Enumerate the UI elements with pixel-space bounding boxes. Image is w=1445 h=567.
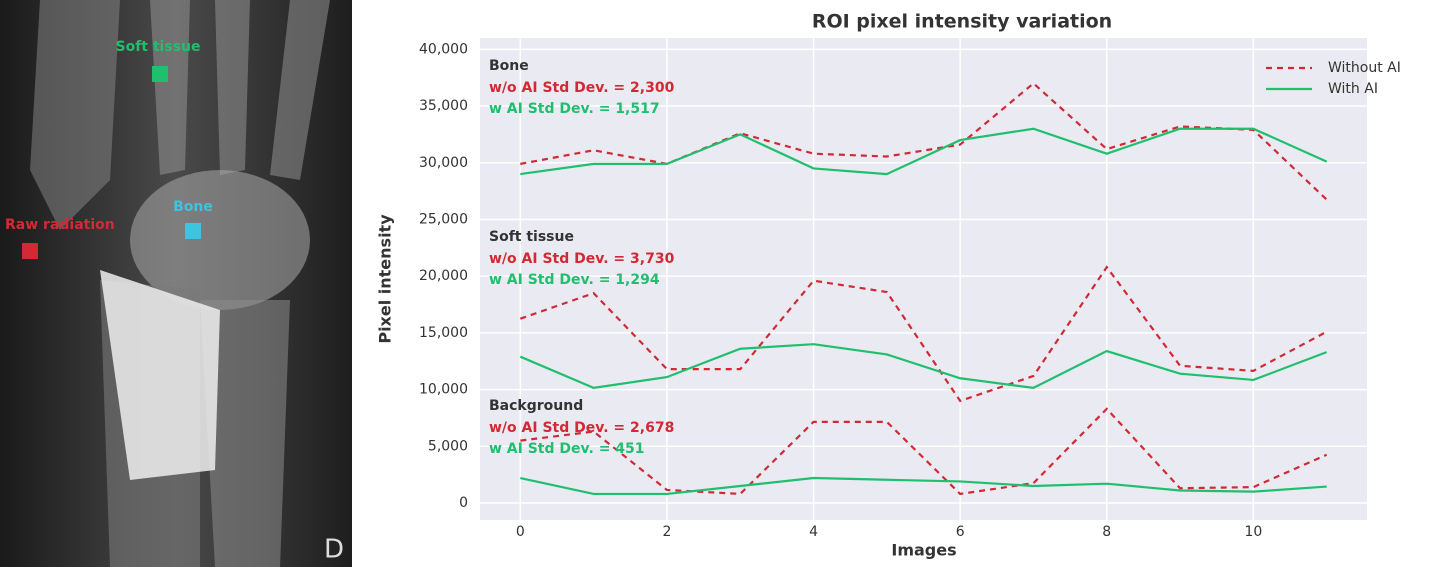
x-tick-label: 2: [662, 524, 671, 540]
y-tick-label: 5,000: [428, 438, 468, 454]
annotation-with: w AI Std Dev. = 1,517: [489, 101, 660, 117]
y-tick-label: 30,000: [419, 155, 468, 171]
annotation-without: w/o AI Std Dev. = 2,300: [489, 80, 675, 96]
page: D Soft tissue Bone Raw radiation ROI pix…: [0, 0, 1445, 567]
svg-text:D: D: [324, 535, 344, 565]
image-label: Soft tissue: [116, 39, 201, 55]
x-tick-label: 10: [1244, 524, 1262, 540]
annotation-group: Bone: [489, 58, 529, 74]
annotation-group: Soft tissue: [489, 229, 574, 245]
y-tick-label: 20,000: [419, 268, 468, 284]
x-axis-label: Images: [891, 541, 956, 560]
x-tick-label: 6: [956, 524, 965, 540]
y-tick-label: 15,000: [419, 325, 468, 341]
y-tick-label: 35,000: [419, 98, 468, 114]
annotation-with: w AI Std Dev. = 451: [489, 441, 645, 457]
y-tick-label: 10,000: [419, 382, 468, 398]
annotation-with: w AI Std Dev. = 1,294: [489, 272, 660, 288]
image-label: Bone: [173, 199, 213, 215]
xray-image: D: [0, 0, 352, 567]
x-tick-label: 8: [1102, 524, 1111, 540]
y-tick-label: 0: [459, 495, 468, 511]
annotation-without: w/o AI Std Dev. = 2,678: [489, 420, 674, 436]
image-label: Raw radiation: [5, 217, 115, 233]
legend-label: With AI: [1328, 81, 1378, 97]
y-tick-label: 40,000: [419, 41, 468, 57]
annotation-group: Background: [489, 398, 583, 414]
chart-title: ROI pixel intensity variation: [812, 11, 1112, 33]
y-axis-label: Pixel intensity: [376, 214, 395, 344]
x-tick-label: 0: [516, 524, 525, 540]
y-tick-label: 25,000: [419, 211, 468, 227]
annotation-without: w/o AI Std Dev. = 3,730: [489, 251, 675, 267]
legend-label: Without AI: [1328, 60, 1401, 76]
x-tick-label: 4: [809, 524, 818, 540]
